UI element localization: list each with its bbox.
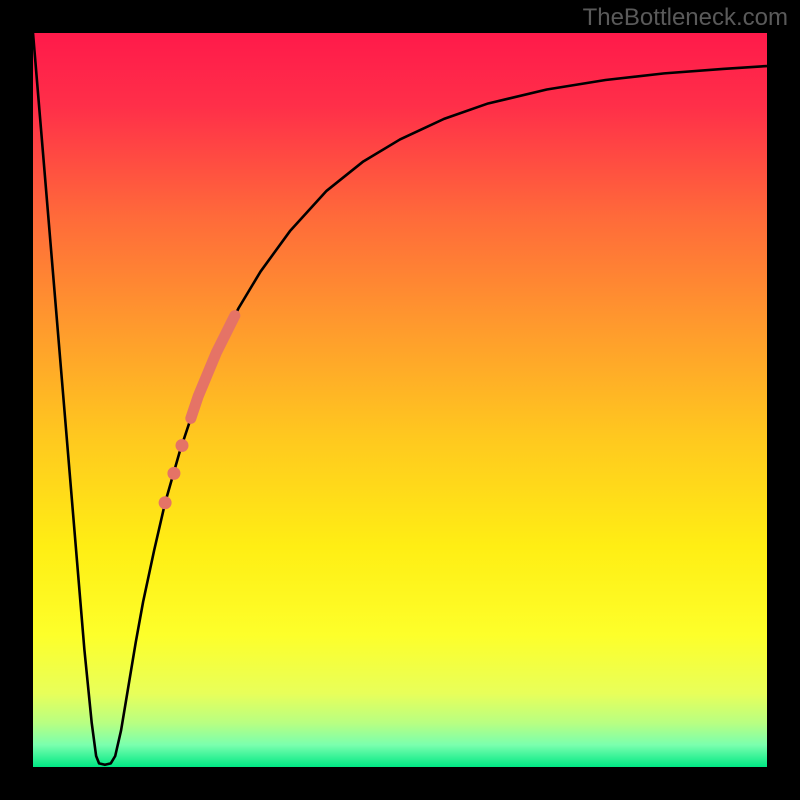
plot-background [33,33,767,767]
highlight-dot [176,439,189,452]
watermark-text: TheBottleneck.com [583,4,788,32]
highlight-dot [167,467,180,480]
bottleneck-chart: TheBottleneck.com [0,0,800,800]
chart-svg [0,0,800,800]
highlight-dot [159,496,172,509]
